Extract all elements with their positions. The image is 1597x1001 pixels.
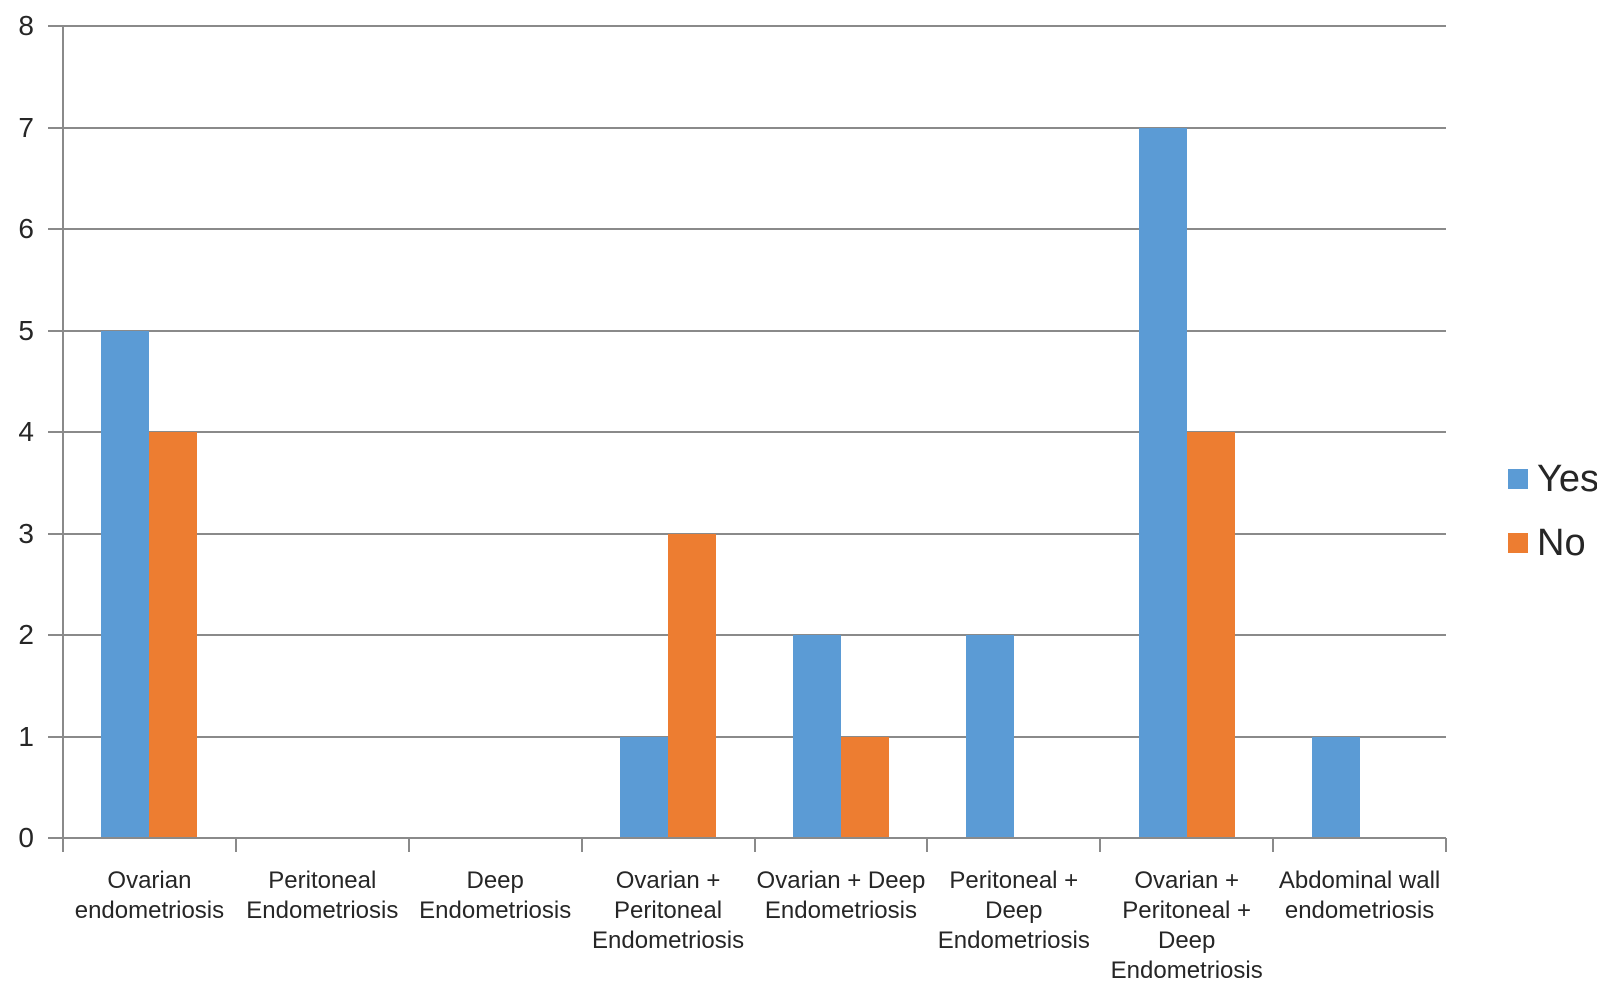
x-axis-tick [926,838,929,852]
y-axis-tick [48,126,63,129]
y-axis-tick-label: 0 [18,822,34,853]
bar-yes-0 [101,330,150,838]
x-axis-category-label: Peritoneal + Deep Endometriosis [937,867,1090,954]
y-axis-line [62,26,64,839]
legend-item-no: No [1508,522,1597,564]
x-axis-tick [62,838,64,852]
x-axis-tick [580,838,583,852]
x-axis-category-label: Deep Endometriosis [419,867,572,924]
legend-item-yes: Yes [1508,458,1597,500]
y-axis-tick-label: 6 [18,213,34,244]
y-axis-tick-label: 2 [18,619,34,650]
bar-yes-3 [620,736,669,838]
bar-no-3 [668,533,717,838]
x-axis-category-label: Peritoneal Endometriosis [246,867,399,924]
legend-swatch-icon [1508,533,1528,553]
gridline [63,735,1446,738]
x-axis-tick [1099,838,1102,852]
x-axis-line [48,837,1446,839]
legend-label: Yes [1537,458,1597,500]
x-axis-category-label: Ovarian endometriosis [74,867,225,924]
x-axis-tick [753,838,756,852]
y-axis-tick [48,25,63,27]
x-axis-tick [1445,838,1447,852]
y-axis-tick [48,431,63,433]
gridline [63,25,1446,27]
plot-area [63,25,1446,839]
x-axis-tick [1272,838,1275,852]
gridline [63,634,1446,636]
y-axis-tick-label: 5 [18,314,34,346]
y-axis-tick-label: 3 [18,517,34,549]
bar-no-4 [840,736,889,838]
y-axis-tick-label: 7 [18,111,34,143]
gridline [63,532,1446,535]
legend-label: No [1537,522,1586,564]
y-axis-tick [48,532,63,535]
y-axis-tick [48,735,63,738]
x-axis-category-label: Ovarian + Peritoneal Endometriosis [592,867,745,954]
x-axis-tick [234,838,237,852]
y-axis-tick [48,837,63,839]
bar-yes-7 [1311,736,1360,838]
legend: Yes No [1508,458,1597,586]
x-axis-category-label: Abdominal wall endometriosis [1278,867,1441,924]
bar-yes-6 [1138,127,1187,838]
y-axis-tick-label: 1 [18,720,34,752]
bar-no-6 [1186,432,1235,838]
gridline [63,126,1446,129]
gridline [63,228,1446,230]
legend-swatch-icon [1508,469,1528,489]
gridline [63,329,1446,332]
y-axis-tick [48,228,63,230]
gridline [63,431,1446,433]
x-axis-category-label: Ovarian + Deep Endometriosis [756,867,926,924]
y-axis-tick [48,634,63,636]
bar-yes-4 [792,635,841,838]
x-axis-category-label: Ovarian + Peritoneal + Deep Endometriosi… [1110,867,1263,984]
bar-yes-5 [965,635,1014,838]
y-axis-tick [48,329,63,332]
bar-no-0 [149,432,198,838]
x-axis-tick [407,838,410,852]
y-axis-tick-label: 4 [18,416,34,447]
y-axis-tick-label: 8 [18,10,34,41]
